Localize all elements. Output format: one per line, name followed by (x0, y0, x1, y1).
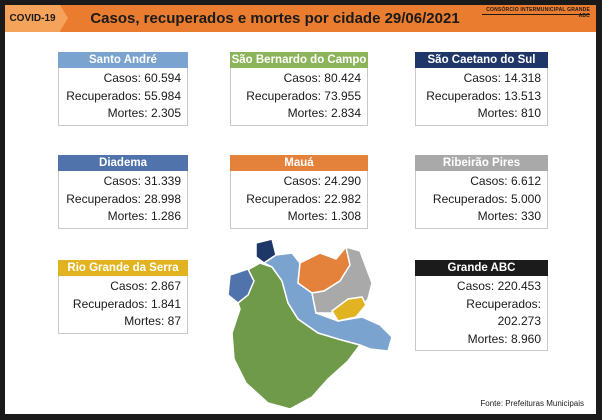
recuperados-row: Recuperados: 1.841 (72, 296, 181, 311)
recuperados-row: Recuperados: 55.984 (66, 88, 181, 103)
casos-row: Casos: 60.594 (103, 71, 181, 85)
city-stats: Casos: 14.318 Recuperados: 13.513 Mortes… (415, 68, 548, 126)
city-name: Santo André (58, 52, 188, 68)
casos-row: Casos: 220.453 (456, 279, 541, 293)
recuperados-row: Recuperados: 202.273 (466, 296, 541, 329)
mortes-row: Mortes: 1.308 (287, 209, 361, 223)
city-stats: Casos: 2.867 Recuperados: 1.841 Mortes: … (58, 276, 188, 334)
casos-row: Casos: 2.867 (110, 279, 181, 293)
city-card-maua: Mauá Casos: 24.290 Recuperados: 22.982 M… (230, 155, 368, 229)
recuperados-row: Recuperados: 73.955 (246, 88, 361, 103)
city-card-rio-grande-da-serra: Rio Grande da Serra Casos: 2.867 Recuper… (58, 260, 188, 334)
recuperados-row: Recuperados: 13.513 (426, 88, 541, 103)
mortes-row: Mortes: 2.834 (287, 106, 361, 120)
casos-row: Casos: 31.339 (103, 174, 181, 188)
mortes-row: Mortes: 330 (477, 209, 541, 223)
city-name: Grande ABC (415, 260, 548, 276)
city-stats: Casos: 60.594 Recuperados: 55.984 Mortes… (58, 68, 188, 126)
brand-logo-text: CONSÓRCIO INTERMUNICIPAL GRANDE ABC (486, 7, 590, 19)
city-card-santo-andre: Santo André Casos: 60.594 Recuperados: 5… (58, 52, 188, 126)
source-note: Fonte: Prefeituras Municipais (480, 399, 584, 408)
mortes-row: Mortes: 2.305 (107, 106, 181, 120)
city-name: Diadema (58, 155, 188, 171)
city-card-sao-bernardo: São Bernardo do Campo Casos: 80.424 Recu… (230, 52, 368, 126)
casos-row: Casos: 14.318 (463, 71, 541, 85)
city-stats: Casos: 31.339 Recuperados: 28.998 Mortes… (58, 171, 188, 229)
header-bar: COVID-19 Casos, recuperados e mortes por… (5, 5, 596, 32)
recuperados-row: Recuperados: 28.998 (66, 191, 181, 206)
map-region-rio-grande-da-serra (331, 296, 367, 322)
city-name: Rio Grande da Serra (58, 260, 188, 276)
city-stats: Casos: 220.453 Recuperados: 202.273 Mort… (415, 276, 548, 351)
city-card-sao-caetano: São Caetano do Sul Casos: 14.318 Recuper… (415, 52, 548, 126)
city-card-diadema: Diadema Casos: 31.339 Recuperados: 28.99… (58, 155, 188, 229)
recuperados-row: Recuperados: 22.982 (246, 191, 361, 206)
city-name: Ribeirão Pires (415, 155, 548, 171)
mortes-row: Mortes: 8.960 (467, 331, 541, 346)
covid-tag: COVID-19 (5, 5, 68, 32)
mortes-row: Mortes: 1.286 (107, 209, 181, 223)
city-stats: Casos: 80.424 Recuperados: 73.955 Mortes… (230, 68, 368, 126)
city-stats: Casos: 24.290 Recuperados: 22.982 Mortes… (230, 171, 368, 229)
city-card-grande-abc: Grande ABC Casos: 220.453 Recuperados: 2… (415, 260, 548, 351)
brand-underline (482, 14, 590, 15)
city-name: São Bernardo do Campo (230, 52, 368, 68)
recuperados-row: Recuperados: 5.000 (432, 191, 541, 206)
casos-row: Casos: 24.290 (283, 174, 361, 188)
city-name: São Caetano do Sul (415, 52, 548, 68)
casos-row: Casos: 6.612 (470, 174, 541, 188)
grande-abc-map (227, 238, 393, 410)
infographic-frame: COVID-19 Casos, recuperados e mortes por… (5, 5, 596, 414)
mortes-row: Mortes: 87 (124, 314, 181, 328)
city-stats: Casos: 6.612 Recuperados: 5.000 Mortes: … (415, 171, 548, 229)
mortes-row: Mortes: 810 (477, 106, 541, 120)
casos-row: Casos: 80.424 (283, 71, 361, 85)
page-title: Casos, recuperados e mortes por cidade 2… (90, 10, 460, 27)
city-name: Mauá (230, 155, 368, 171)
city-card-ribeirao-pires: Ribeirão Pires Casos: 6.612 Recuperados:… (415, 155, 548, 229)
map-region-diadema (227, 268, 255, 304)
